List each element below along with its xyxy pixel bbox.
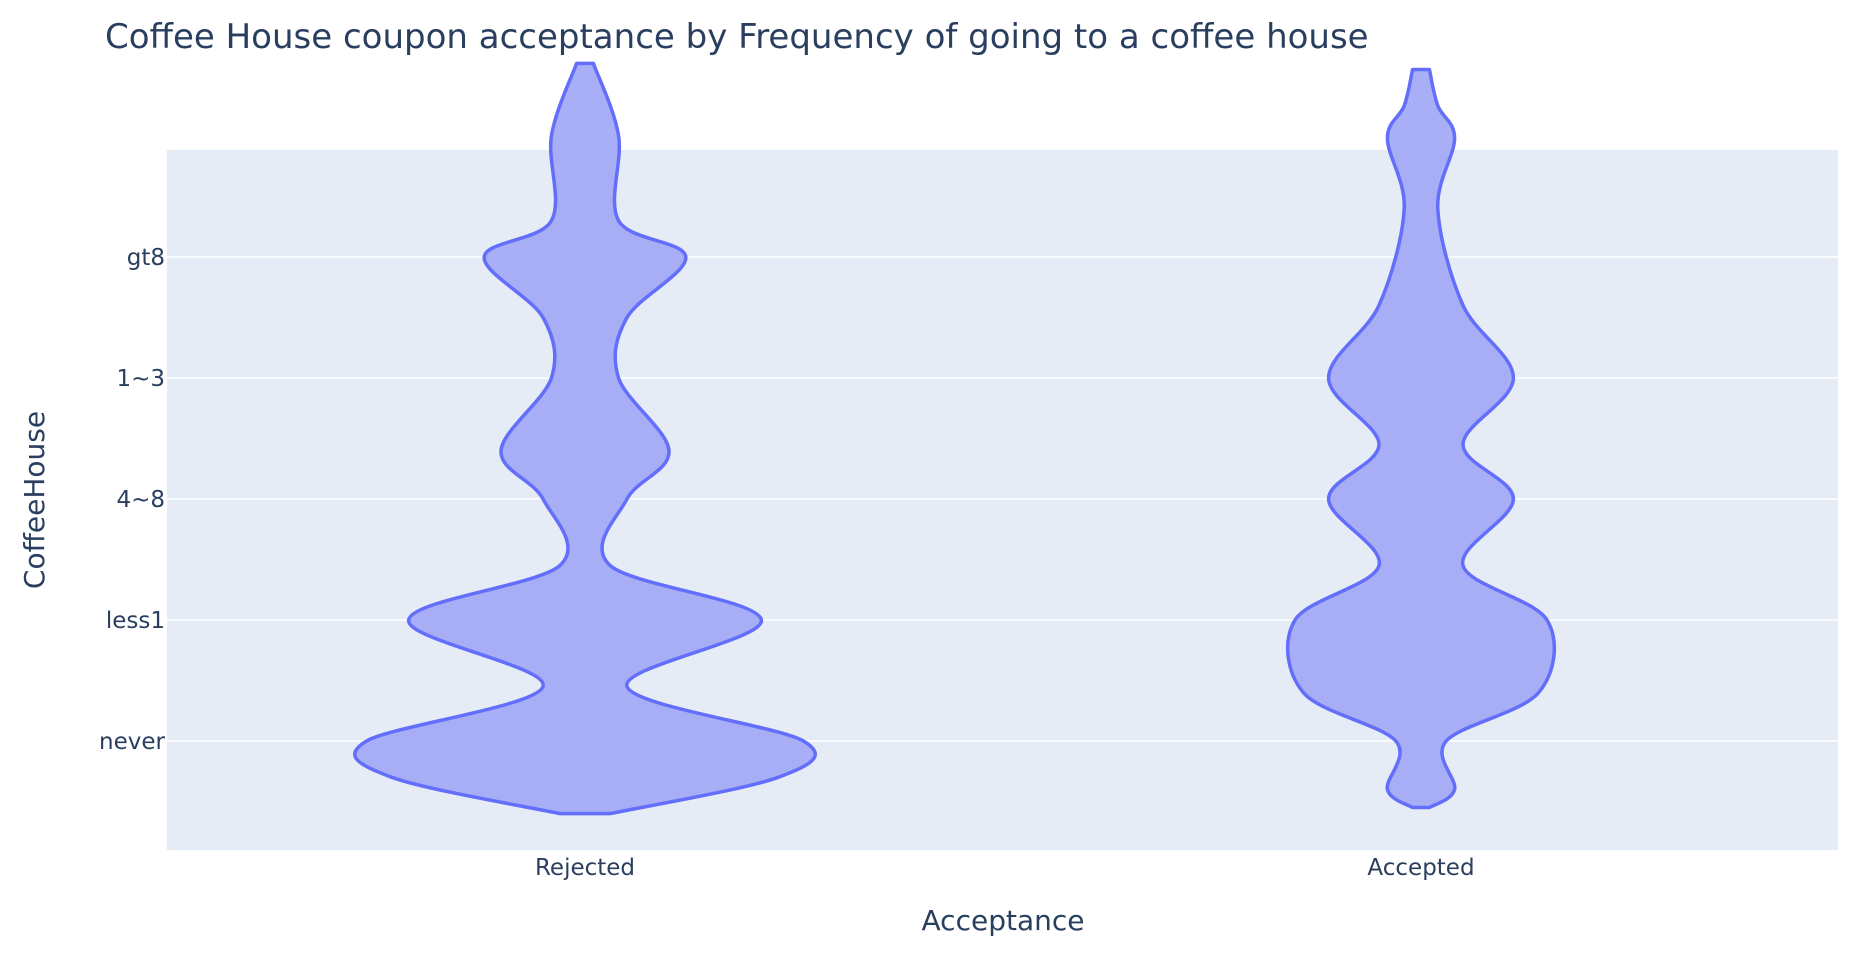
violin-accepted (1285, 67, 1557, 810)
y-tick-labels: never less1 4~8 1~3 gt8 (99, 245, 165, 755)
y-tick-less1: less1 (106, 608, 165, 634)
chart-title: Coffee House coupon acceptance by Freque… (105, 17, 1369, 57)
violins (353, 61, 1557, 816)
y-axis-title: CoffeeHouse (18, 411, 51, 589)
x-tick-accepted: Accepted (1367, 855, 1474, 881)
y-tick-never: never (99, 729, 165, 755)
x-axis-title: Acceptance (922, 904, 1085, 937)
violin-rejected (353, 61, 817, 816)
x-tick-rejected: Rejected (535, 855, 635, 881)
y-tick-gt8: gt8 (127, 245, 165, 271)
y-tick-1~3: 1~3 (116, 366, 165, 392)
y-tick-4~8: 4~8 (116, 487, 165, 513)
x-tick-labels: Rejected Accepted (535, 855, 1475, 881)
